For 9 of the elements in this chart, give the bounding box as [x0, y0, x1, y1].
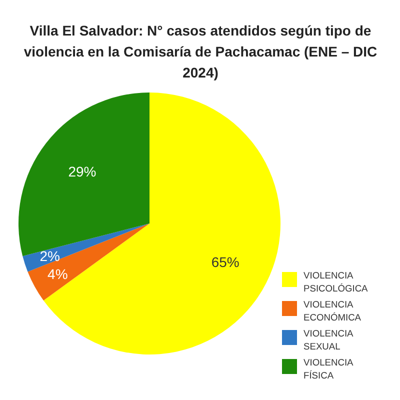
legend-label: VIOLENCIA ECONÓMICA	[304, 300, 362, 322]
legend-label: VIOLENCIA SEXUAL	[304, 328, 354, 352]
legend-label: VIOLENCIA FÍSICA	[304, 358, 354, 380]
legend-label: VIOLENCIA PSICOLÓGICA	[304, 270, 369, 294]
data-label: 2%	[40, 248, 60, 264]
chart-title: Villa El Salvador: N° casos atendidos según tipo de violencia en la Comisaría de Pachacamac (ENE – DIC 2024)	[24, 22, 378, 80]
data-label: 4%	[48, 266, 68, 282]
data-label: 65%	[211, 254, 240, 270]
data-label: 29%	[68, 163, 96, 180]
